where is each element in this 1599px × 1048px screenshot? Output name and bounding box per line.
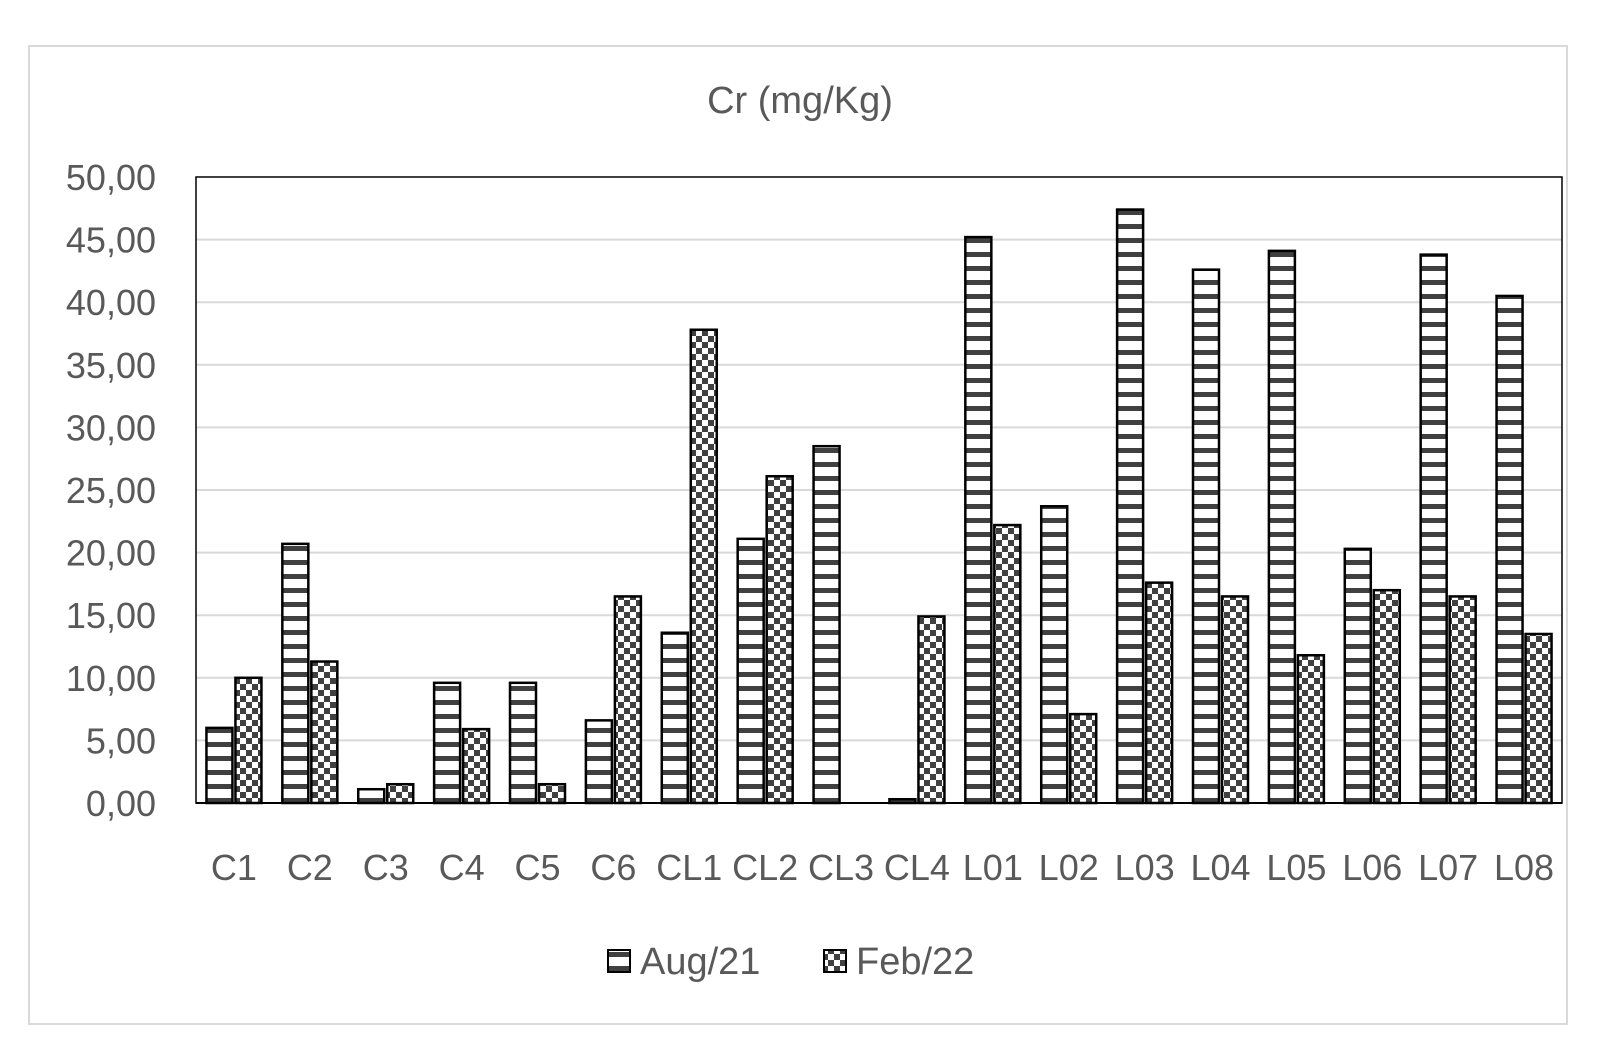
bar-aug21-l06 [1343,547,1373,805]
y-tick-label: 10,00 [66,658,156,699]
bar-aug21-c5 [508,681,538,805]
x-tick-label-l08: L08 [1494,847,1554,888]
bar-aug21-c6 [584,719,614,805]
bar-aug21-l02 [1039,505,1069,805]
bar-aug21-l01 [964,235,993,805]
x-tick-label-c1: C1 [211,847,257,888]
legend-swatch-feb22 [823,949,847,973]
y-tick-label: 20,00 [66,533,156,574]
bar-feb22-l04 [1220,595,1250,805]
x-tick-label-c4: C4 [439,847,485,888]
bar-aug21-cl2 [736,537,765,805]
bar-aug21-l05 [1267,249,1297,805]
y-tick-label: 45,00 [66,220,156,261]
bar-aug21-c4 [432,681,462,805]
y-axis-tick-labels: 0,00 5,00 10,00 15,00 20,00 25,00 30,00 35,00 40… [66,157,156,824]
x-tick-label-l03: L03 [1115,847,1175,888]
legend-label-aug21: Aug/21 [640,941,760,983]
bar-feb22-c5 [537,782,567,805]
bar-feb22-cl4 [917,615,946,805]
x-tick-label-c2: C2 [287,847,333,888]
bar-aug21-c2 [281,542,310,805]
gridlines [196,238,1562,742]
bar-feb22-l02 [1068,712,1098,805]
x-tick-label-c3: C3 [363,847,409,888]
y-tick-label: 25,00 [66,470,156,511]
bars [205,208,1553,805]
bar-aug21-l08 [1495,294,1524,805]
chart-frame [28,45,1568,1025]
bar-feb22-l08 [1524,632,1553,805]
legend-label-feb22: Feb/22 [856,941,974,983]
bar-feb22-l01 [993,523,1022,805]
bar-feb22-c4 [461,727,491,805]
bar-aug21-l04 [1191,268,1221,805]
bar-feb22-c1 [234,676,263,805]
x-tick-label-l05: L05 [1266,847,1326,888]
x-tick-label-c5: C5 [514,847,560,888]
y-tick-label: 0,00 [86,783,156,824]
legend-swatch-aug21 [607,949,631,973]
bar-aug21-cl3 [812,444,841,805]
legend: Aug/21 Feb/22 [607,941,974,983]
bar-aug21-l07 [1419,253,1448,805]
bar-feb22-l07 [1448,595,1477,805]
bar-feb22-c3 [385,782,415,805]
x-tick-label-l01: L01 [963,847,1023,888]
y-tick-label: 50,00 [66,157,156,198]
bar-feb22-l03 [1144,581,1174,805]
bar-feb22-l06 [1372,588,1402,805]
bar-aug21-c1 [205,726,234,805]
x-axis-tick-labels: C1 C2 C3 C4 C5 C6 CL1 CL2 CL3 CL4 L01 L02 L03 L04 L05 L… [211,847,1554,888]
bar-feb22-c6 [613,595,643,805]
y-tick-label: 40,00 [66,282,156,323]
bar-feb22-l05 [1296,654,1326,805]
y-tick-label: 35,00 [66,345,156,386]
bar-aug21-l03 [1115,208,1145,805]
y-tick-label: 30,00 [66,407,156,448]
y-tick-label: 5,00 [86,720,156,761]
y-tick-label: 15,00 [66,595,156,636]
x-tick-label-l07: L07 [1418,847,1478,888]
bar-feb22-cl1 [689,328,719,805]
x-tick-label-l02: L02 [1039,847,1099,888]
chart-title: Cr (mg/Kg) [707,80,893,122]
x-tick-label-c6: C6 [590,847,636,888]
bar-aug21-cl1 [660,631,690,805]
bar-feb22-c2 [310,660,339,805]
x-tick-label-l04: L04 [1190,847,1250,888]
x-tick-label-l06: L06 [1342,847,1402,888]
x-tick-label-cl2: CL2 [732,847,798,888]
bar-aug21-c3 [356,787,386,805]
x-tick-label-cl3: CL3 [808,847,874,888]
bar-feb22-cl2 [765,474,794,805]
x-tick-label-cl4: CL4 [884,847,950,888]
x-tick-label-cl1: CL1 [656,847,722,888]
